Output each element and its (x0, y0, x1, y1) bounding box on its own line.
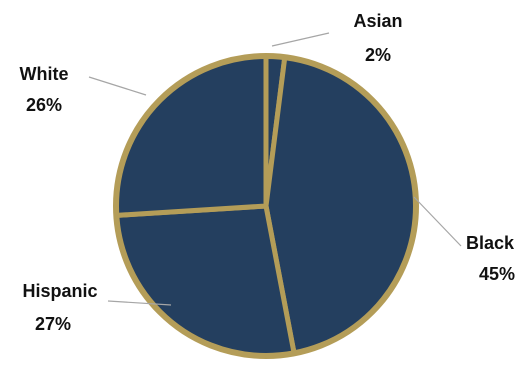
pie-slice-black (263, 54, 419, 356)
data-label-category-white: White (20, 64, 69, 84)
data-label-category-hispanic: Hispanic (22, 281, 97, 301)
leader-lines-layer (88, 32, 462, 306)
data-label-category-asian: Asian (353, 11, 402, 31)
data-label-percent-white: 26% (26, 95, 62, 115)
slices-layer (113, 53, 419, 359)
data-label-percent-hispanic: 27% (35, 314, 71, 334)
pie-outline (113, 53, 419, 359)
pie-slice-hispanic (113, 203, 297, 359)
data-label-percent-asian: 2% (365, 45, 391, 65)
leader-line-hispanic (107, 300, 172, 306)
pie-slice-white (113, 53, 269, 218)
data-label-category-black: Black (466, 233, 515, 253)
leader-line-white (88, 76, 147, 96)
data-label-percent-black: 45% (479, 264, 515, 284)
leader-line-asian (271, 32, 330, 47)
leader-line-black (413, 196, 462, 247)
data-labels-layer: Asian 2% Black 45% Hispanic 27% White 26% (20, 11, 516, 334)
